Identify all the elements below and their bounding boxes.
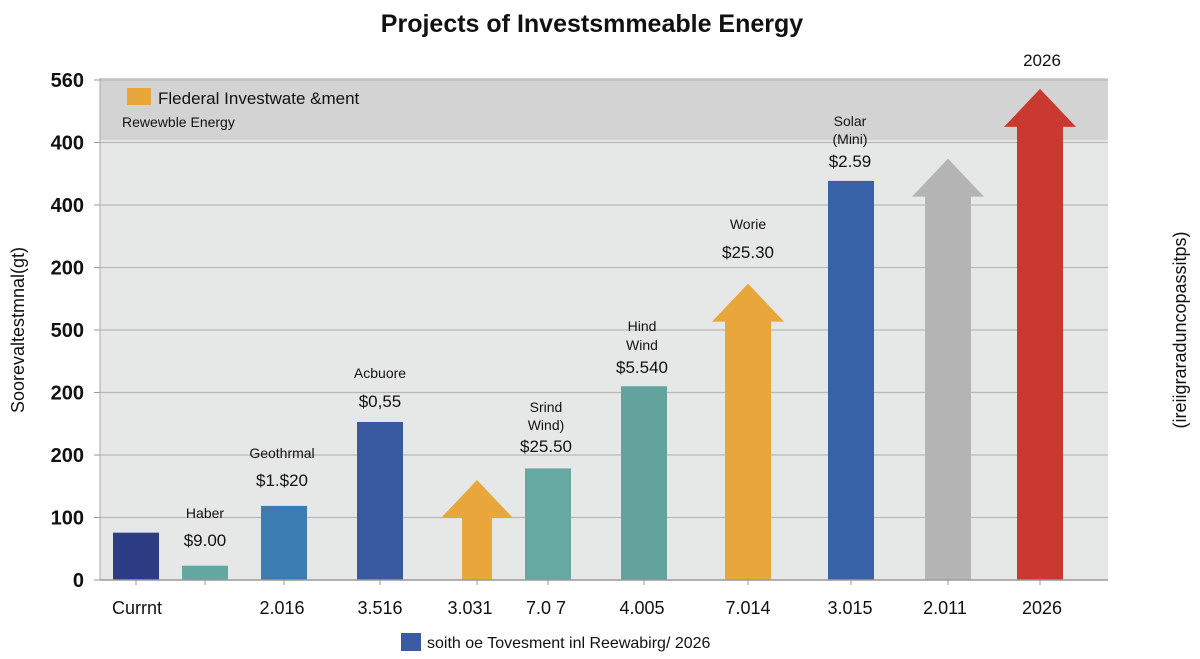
x-tick-label: 2026 [1022,598,1062,618]
bar [525,468,571,580]
legend-swatch[interactable] [401,633,421,651]
bar [357,421,403,580]
y-tick-label: 400 [51,133,84,155]
annotation-value: $5.540 [616,358,668,377]
annotation-value: $9.00 [184,531,227,550]
annotation-label: Solar [834,113,867,129]
bar [261,505,307,580]
annotations: Haber $9.00 Geothrmal $1.$20 Acbuore $0,55 Sri… [184,51,1061,550]
annotation-value: 2026 [1023,51,1061,70]
top-band-swatch [127,88,151,105]
top-band [100,78,1108,140]
annotation-value: $25.50 [520,437,572,456]
x-tick-label: 4.005 [619,598,664,618]
top-band-subtitle: Rewewble Energy [122,114,235,130]
top-band-title: Flederal Investwate &ment [158,89,360,108]
annotation-label: (Mini) [833,131,868,147]
bar [182,565,228,580]
annotation-value: $25.30 [722,243,774,262]
x-tick-labels: Currnt 2.016 3.516 3.031 7.0 7 4.005 7.014 3.01… [112,598,1062,618]
annotation-label: Wind [626,337,658,353]
x-tick-label: 2.011 [923,598,967,618]
x-tick-label: 3.015 [827,598,872,618]
annotation-label: Hind [628,318,657,334]
annotation-value: $0,55 [359,392,402,411]
arrow-bar [441,480,513,580]
legend-label[interactable]: soith oe Tovesment inl Reewabirg/ 2026 [427,635,711,652]
arrow-bar [712,283,784,580]
chart-title: Projects of Investsmmeable Energy [381,10,803,38]
arrow-bar [912,158,984,581]
annotation-value: $2.59 [829,152,872,171]
y-tick-label: 500 [51,320,84,342]
data-marks [113,88,1076,585]
y-tick-label: 200 [51,383,84,405]
y-axis-label: Soorevaltestmnal(gt) [8,247,28,413]
annotation-label: Wind) [528,417,565,433]
y-tick-label: 200 [51,445,84,467]
x-tick-label: 3.031 [447,598,492,618]
annotation-value: $1.$20 [256,471,308,490]
y-tick-label: 560 [51,70,84,92]
x-tick-label: 7.0 7 [526,598,566,618]
x-tick-label: 7.014 [725,598,770,618]
annotation-label: Haber [186,505,224,521]
arrow-bar [1004,88,1076,580]
y-axis-label-right: (ireiigraraduncopassitps) [1170,231,1190,428]
bar [621,386,667,580]
annotation-label: Acbuore [354,365,406,381]
bar [828,180,874,580]
y-tick-label: 100 [51,508,84,530]
annotation-label: Geothrmal [249,445,314,461]
y-tick-label: 0 [73,570,84,592]
y-tick-labels: 0 100 200 200 500 200 400 400 560 [51,70,84,592]
y-tick-label: 200 [51,258,84,280]
y-tick-label: 400 [51,195,84,217]
x-tick-label: 3.516 [357,598,402,618]
annotation-label: Srind [530,399,563,415]
x-tick-label: 2.016 [259,598,304,618]
x-tick-label: Currnt [112,598,162,618]
bar [113,532,159,580]
annotation-label: Worie [730,216,767,232]
